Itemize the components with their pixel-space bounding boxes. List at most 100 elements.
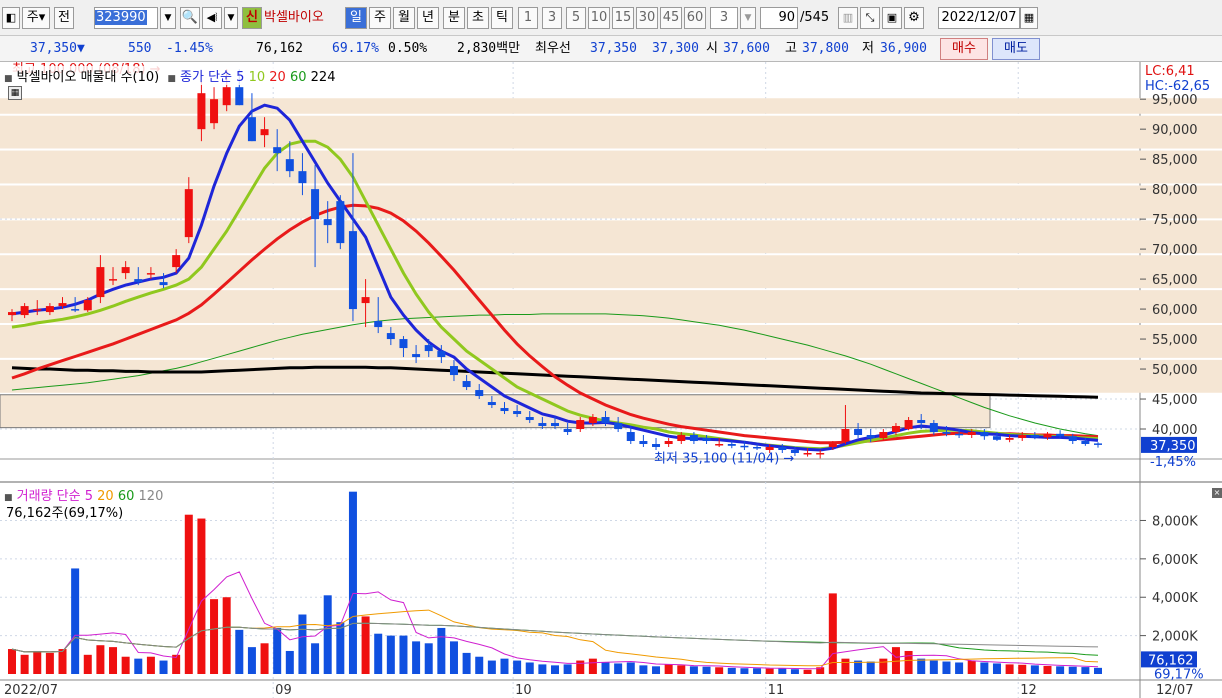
volume-bar bbox=[399, 635, 408, 674]
candle-body bbox=[626, 432, 635, 442]
candle-body bbox=[285, 159, 294, 172]
hc-label: HC:-62,65 bbox=[1145, 79, 1211, 94]
candle-body bbox=[197, 93, 206, 130]
period-tick[interactable]: 틱 bbox=[491, 7, 513, 29]
candle-body bbox=[980, 432, 989, 437]
lc-label: LC:6,41 bbox=[1145, 64, 1195, 79]
count-total: /545 bbox=[800, 10, 830, 25]
low-label: 저 bbox=[862, 41, 874, 56]
period-week[interactable]: 주 bbox=[369, 7, 391, 29]
volume-bar bbox=[20, 654, 29, 674]
candle-body bbox=[121, 267, 130, 274]
panel-close-icon[interactable]: × bbox=[1212, 488, 1222, 498]
candle-body bbox=[1094, 443, 1102, 445]
grid-toggle-icon[interactable]: ▦ bbox=[8, 86, 22, 100]
interval-3[interactable]: 3 bbox=[542, 7, 562, 29]
date-input[interactable]: 2022/12/07 bbox=[938, 7, 1020, 29]
current-price: 37,350▼ bbox=[30, 41, 85, 56]
volume-bar bbox=[576, 660, 585, 674]
trend-icon[interactable]: ⤡ bbox=[860, 7, 880, 29]
candle-body bbox=[20, 306, 29, 316]
volume-bar bbox=[487, 660, 496, 674]
price-tick-label: 60,000 bbox=[1152, 303, 1198, 318]
period-minute[interactable]: 분 bbox=[443, 7, 465, 29]
candle-body bbox=[525, 417, 534, 421]
volume-ma-line bbox=[11, 571, 1099, 670]
price-tick-label: 55,000 bbox=[1152, 333, 1198, 348]
search-icon[interactable]: 🔍 bbox=[180, 7, 200, 29]
candle-body bbox=[361, 297, 370, 304]
tab-jeon[interactable]: 전 bbox=[54, 7, 74, 29]
volume-bar bbox=[45, 652, 54, 674]
candle-body bbox=[298, 171, 307, 184]
new-badge[interactable]: 신 bbox=[242, 7, 262, 29]
sell-button[interactable]: 매도 bbox=[992, 38, 1040, 60]
candle-body bbox=[677, 435, 686, 442]
ma10-label: 10 bbox=[248, 70, 266, 85]
volume-bar bbox=[778, 668, 787, 674]
volume-profile-bar bbox=[0, 185, 1222, 219]
period-year[interactable]: 년 bbox=[417, 7, 439, 29]
stock-chart[interactable]: 19,715,375(18,0%)(96,600,00 ~ 90,490,00)… bbox=[0, 62, 1222, 698]
count-input[interactable]: 90 bbox=[760, 7, 798, 29]
interval-10[interactable]: 10 bbox=[588, 7, 610, 29]
date-label: 10 bbox=[515, 683, 532, 698]
candle-body bbox=[778, 447, 787, 451]
calendar-icon[interactable]: ▦ bbox=[1020, 7, 1038, 29]
volume-bar bbox=[71, 568, 80, 674]
interval-15[interactable]: 15 bbox=[612, 7, 634, 29]
stock-name: 박셀바이오 bbox=[264, 10, 324, 25]
period-second[interactable]: 초 bbox=[467, 7, 489, 29]
candle-body bbox=[715, 444, 724, 446]
compare-icon[interactable]: ▥ bbox=[838, 7, 858, 29]
candle-body bbox=[917, 420, 926, 424]
candle-body bbox=[740, 445, 749, 448]
volume-profile-bar bbox=[0, 290, 1222, 324]
candle-body bbox=[929, 423, 938, 433]
speaker-icon[interactable]: ◀⦚ bbox=[202, 7, 222, 29]
volume-profile-bar bbox=[0, 220, 1222, 254]
candle-body bbox=[222, 87, 231, 106]
candle-body bbox=[1018, 435, 1027, 439]
period-month[interactable]: 월 bbox=[393, 7, 415, 29]
buy-button[interactable]: 매수 bbox=[940, 38, 988, 60]
candle-body bbox=[854, 429, 863, 436]
open-label: 시 bbox=[706, 41, 718, 56]
candle-body bbox=[1005, 438, 1014, 440]
last-volume-label: 76,162 bbox=[1148, 653, 1194, 668]
volume-bar bbox=[803, 669, 812, 674]
candle-body bbox=[159, 282, 168, 286]
volume-bar bbox=[588, 658, 597, 674]
volume-bar bbox=[1081, 667, 1090, 674]
interval-30[interactable]: 30 bbox=[636, 7, 658, 29]
speaker-dropdown-icon[interactable]: ▼ bbox=[224, 7, 238, 29]
period-day[interactable]: 일 bbox=[345, 7, 367, 29]
volume-bar bbox=[816, 667, 825, 674]
volume-bar bbox=[525, 662, 534, 674]
last-price-label: 37,350 bbox=[1150, 439, 1196, 454]
interval-input[interactable]: 3 bbox=[710, 7, 738, 29]
volume-bar bbox=[184, 514, 193, 674]
stock-code-input[interactable]: 323990 bbox=[94, 7, 158, 29]
volume-bar bbox=[689, 666, 698, 674]
best-price-label: 최우선 bbox=[535, 41, 571, 56]
candle-body bbox=[689, 435, 698, 442]
volume-bar bbox=[1030, 665, 1039, 674]
interval-1[interactable]: 1 bbox=[518, 7, 538, 29]
save-icon[interactable]: ▣ bbox=[882, 7, 902, 29]
code-dropdown-icon[interactable]: ▼ bbox=[160, 7, 176, 29]
interval-5[interactable]: 5 bbox=[566, 7, 586, 29]
interval-45[interactable]: 45 bbox=[660, 7, 682, 29]
price-change-pct: -1.45% bbox=[166, 41, 213, 56]
volume-bar bbox=[247, 647, 256, 674]
volume-bar bbox=[790, 669, 799, 674]
volume-tick-label: 6,000K bbox=[1152, 553, 1198, 568]
gear-icon[interactable]: ⚙ bbox=[904, 7, 924, 29]
chart-menu-icon[interactable]: ◧ bbox=[2, 7, 20, 29]
market-selector[interactable]: 주▾ bbox=[22, 7, 50, 29]
interval-60[interactable]: 60 bbox=[684, 7, 706, 29]
candle-body bbox=[109, 279, 118, 281]
candle-body bbox=[1068, 436, 1077, 442]
candle-body bbox=[210, 99, 219, 124]
interval-dropdown-icon[interactable]: ▼ bbox=[740, 7, 756, 29]
